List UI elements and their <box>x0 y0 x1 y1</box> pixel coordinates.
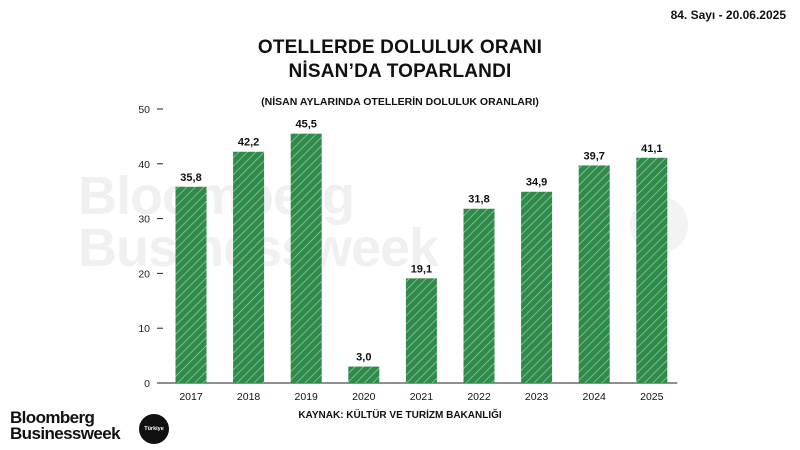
logo-line-2: Businessweek <box>10 424 121 443</box>
bar-value-label: 41,1 <box>641 143 662 155</box>
x-tick-label: 2025 <box>640 391 664 403</box>
bar <box>578 165 610 383</box>
bar <box>233 151 265 383</box>
x-tick-label: 2024 <box>583 391 607 403</box>
y-tick-label: 50 <box>138 104 150 116</box>
y-tick-label: 20 <box>138 268 150 280</box>
x-tick-label: 2019 <box>295 391 319 403</box>
bar <box>175 186 207 383</box>
x-tick-label: 2020 <box>352 391 376 403</box>
bar <box>290 133 322 383</box>
bar <box>348 366 380 383</box>
chart-subtitle: (NİSAN AYLARINDA OTELLERİN DOLULUK ORANL… <box>261 96 539 108</box>
bar-value-label: 34,9 <box>526 177 547 189</box>
x-tick-label: 2021 <box>410 391 434 403</box>
x-tick-label: 2022 <box>467 391 491 403</box>
issue-date: 84. Sayı - 20.06.2025 <box>670 8 786 22</box>
bar-value-label: 19,1 <box>411 263 432 275</box>
x-tick-label: 2023 <box>525 391 549 403</box>
bar <box>636 157 668 383</box>
y-tick-label: 0 <box>144 378 150 390</box>
data-source: KAYNAK: KÜLTÜR VE TURİZM BAKANLIĞI <box>298 410 502 421</box>
y-tick-label: 10 <box>138 323 150 335</box>
chart-title-line-1: OTELLERDE DOLULUK ORANI <box>257 37 543 58</box>
chart-title-line-2: NİSAN’DA TOPARLANDI <box>288 61 512 82</box>
bar-value-label: 3,0 <box>356 352 371 364</box>
bar-value-label: 42,2 <box>238 137 259 149</box>
bar <box>405 278 437 383</box>
bar-value-label: 39,7 <box>583 150 604 162</box>
bar-value-label: 31,8 <box>468 194 489 206</box>
y-tick-label: 40 <box>138 159 150 171</box>
y-tick-label: 30 <box>138 214 150 226</box>
bar-value-label: 45,5 <box>295 119 316 131</box>
bar-value-label: 35,8 <box>180 172 201 184</box>
logo-badge: Türkiye <box>139 414 169 444</box>
logo-line-1: Bloomberg <box>10 408 95 427</box>
bar <box>521 191 553 383</box>
brand-logo: Bloomberg Businessweek <box>10 408 121 443</box>
bar <box>463 208 495 383</box>
x-tick-label: 2018 <box>237 391 261 403</box>
x-tick-label: 2017 <box>179 391 203 403</box>
